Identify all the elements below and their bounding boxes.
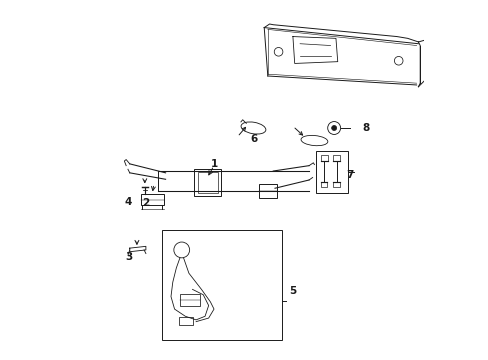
Bar xyxy=(333,182,339,187)
Text: 8: 8 xyxy=(362,123,369,133)
Text: 1: 1 xyxy=(210,159,217,169)
Text: 6: 6 xyxy=(250,134,257,144)
Bar xyxy=(179,318,192,325)
Text: 2: 2 xyxy=(142,198,149,208)
Circle shape xyxy=(331,126,336,131)
Bar xyxy=(140,194,163,205)
Bar xyxy=(258,184,276,198)
Bar xyxy=(332,154,340,161)
Bar xyxy=(194,169,221,196)
Bar xyxy=(180,294,199,306)
Text: 4: 4 xyxy=(124,197,131,207)
Bar xyxy=(198,172,217,193)
Bar xyxy=(320,154,327,161)
Text: 7: 7 xyxy=(346,170,353,180)
Text: 3: 3 xyxy=(125,252,132,262)
Bar xyxy=(320,182,326,187)
Bar xyxy=(162,230,282,339)
Bar xyxy=(316,151,348,193)
Text: 5: 5 xyxy=(289,286,296,296)
